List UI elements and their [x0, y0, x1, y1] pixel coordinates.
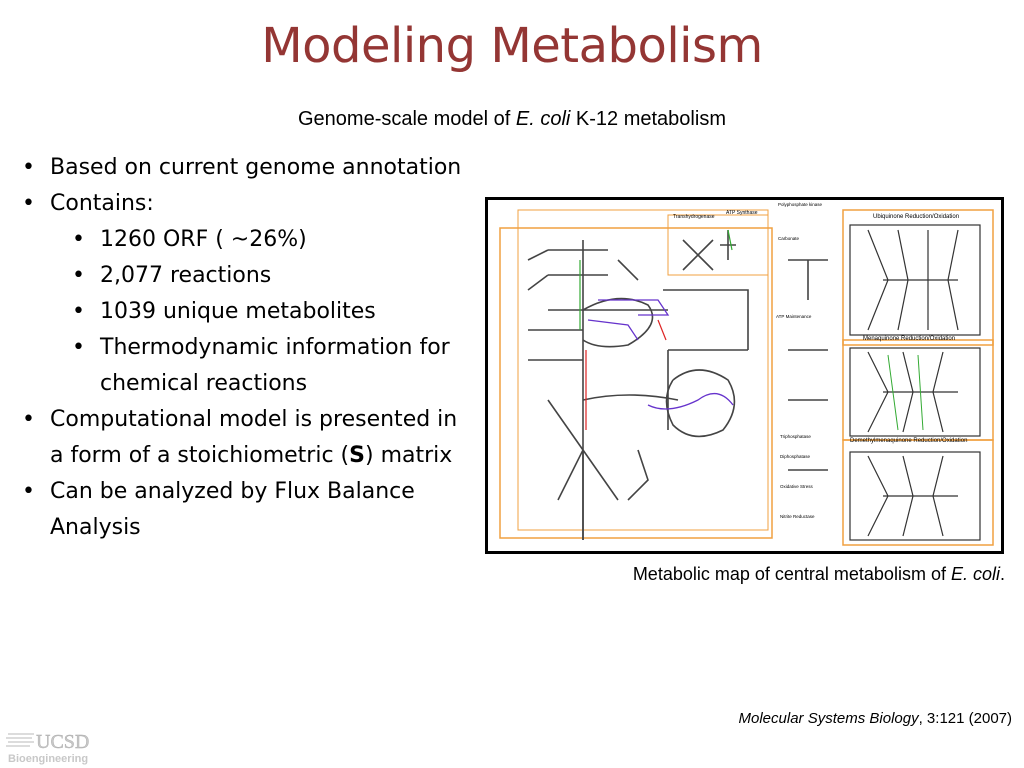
sub-bullet-list: 1260 ORF ( ~26%) 2,077 reactions 1039 un… — [14, 222, 474, 402]
bullet-contains: Contains: — [14, 186, 474, 222]
svg-text:UCSD: UCSD — [36, 731, 89, 753]
caption-end: . — [999, 564, 1005, 584]
map-label-triphosphatase: Triphosphatase — [780, 434, 811, 439]
map-label-diphosphatase: Diphosphatase — [780, 454, 811, 459]
map-label-oxidative-stress: Oxidative Stress — [780, 484, 814, 489]
map-label-polyphosphate: Polyphosphate kinase — [778, 202, 823, 207]
subtitle-species: E. coli — [515, 108, 571, 130]
caption-species: E. coli — [950, 564, 1000, 584]
figure-caption: Metabolic map of central metabolism of E… — [505, 564, 1005, 585]
bullet-list: Based on current genome annotation Conta… — [14, 150, 474, 546]
bullet-computational-text: Computational model is presented in a fo… — [50, 407, 458, 468]
caption-text: Metabolic map of central metabolism of — [632, 564, 951, 584]
map-label-menaquinone: Menaquinone Reduction/Oxidation — [863, 336, 955, 342]
ucsd-bioengineering-logo: UCSD Bioengineering — [6, 731, 90, 765]
slide-title: Modeling Metabolism — [261, 18, 763, 74]
sub-bullet-thermodynamic: Thermodynamic information for chemical r… — [14, 330, 474, 402]
citation-reference: , 3:121 (2007) — [918, 710, 1012, 727]
matrix-symbol: S — [349, 443, 365, 468]
bullet-flux-balance: Can be analyzed by Flux Balance Analysis — [14, 474, 474, 546]
map-label-ubiquinone: Ubiquinone Reduction/Oxidation — [873, 214, 959, 220]
map-label-atp-synthase: ATP Synthase — [726, 210, 758, 216]
subtitle-text-end: K-12 metabolism — [570, 108, 726, 130]
sub-bullet-orf: 1260 ORF ( ~26%) — [14, 222, 474, 258]
citation: Molecular Systems Biology, 3:121 (2007) — [739, 710, 1012, 727]
map-label-nitrite-reductase: Nitrite Reductase — [780, 514, 815, 519]
map-label-carbonate: Carbonate — [778, 236, 800, 241]
bullet-genome-annotation: Based on current genome annotation — [14, 150, 474, 186]
citation-journal: Molecular Systems Biology — [738, 710, 919, 727]
map-label-transhydrogenase: Transhydrogenase — [673, 214, 715, 220]
bullet-computational-model: Computational model is presented in a fo… — [14, 402, 474, 474]
sub-bullet-metabolites: 1039 unique metabolites — [14, 294, 474, 330]
slide-subtitle: Genome-scale model of E. coli K-12 metab… — [0, 108, 1024, 131]
subtitle-text: Genome-scale model of — [298, 108, 516, 130]
metabolic-map-image: Transhydrogenase ATP Synthase Polyphosph… — [485, 197, 1004, 554]
bullet-computational-end: ) matrix — [365, 443, 453, 468]
map-label-atp-maintenance: ATP Maintenance — [776, 314, 812, 319]
map-label-demethylmenaquinone: Demethylmenaquinone Reduction/Oxidation — [850, 438, 967, 444]
svg-text:Bioengineering: Bioengineering — [8, 753, 88, 765]
sub-bullet-reactions: 2,077 reactions — [14, 258, 474, 294]
